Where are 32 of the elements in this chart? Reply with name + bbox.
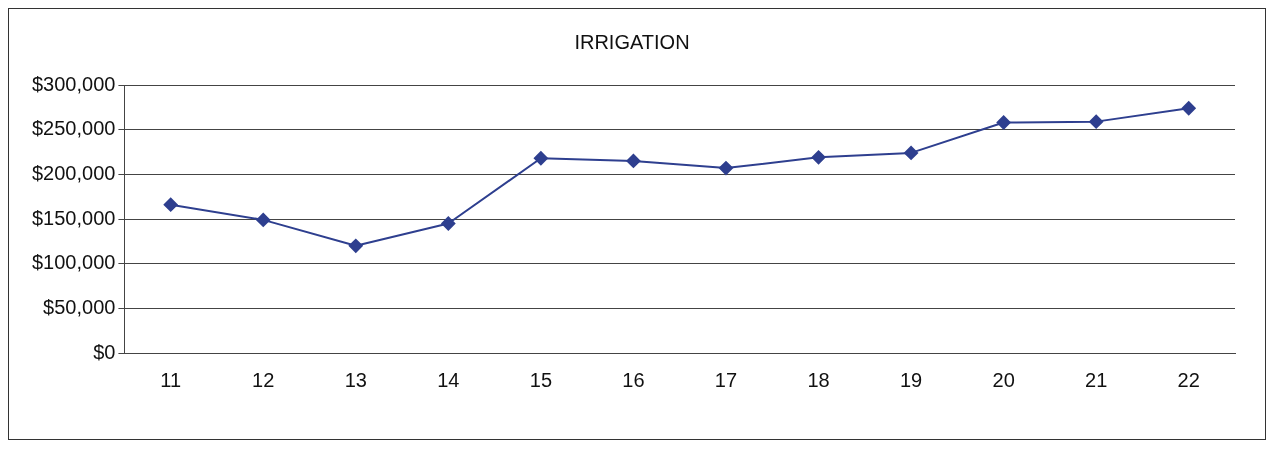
point [348,238,363,253]
point [718,161,733,176]
x-tick-label: 21 [1085,368,1108,391]
y-tick-label: $250,000 [32,117,116,140]
x-tick-label: 11 [160,368,182,391]
x-tick-label: 16 [622,368,645,391]
x-tick-label: 12 [252,368,275,391]
point [163,197,178,212]
x-tick-label: 20 [992,368,1015,391]
point [1181,101,1196,116]
y-tick-label: $300,000 [32,72,116,95]
chart-title: IRRIGATION [574,30,690,53]
point [533,151,548,166]
x-tick-label: 17 [714,368,738,391]
y-tick-label: $50,000 [43,295,116,318]
point [996,115,1011,130]
point [904,145,919,160]
y-tick-label: $0 [93,340,116,363]
x-tick-label: 22 [1177,368,1200,391]
point [256,212,271,227]
x-tick-label: 13 [344,368,367,391]
point [626,153,641,168]
x-tick-label: 19 [899,368,923,391]
point [1089,114,1104,129]
x-tick-label: 14 [437,368,460,391]
x-tick-label: 18 [807,368,830,391]
y-tick-label: $100,000 [32,251,116,274]
y-tick-label: $200,000 [32,161,116,184]
x-tick-label: 15 [529,368,553,391]
point [441,216,456,231]
point [811,150,826,165]
y-tick-label: $150,000 [32,206,116,229]
